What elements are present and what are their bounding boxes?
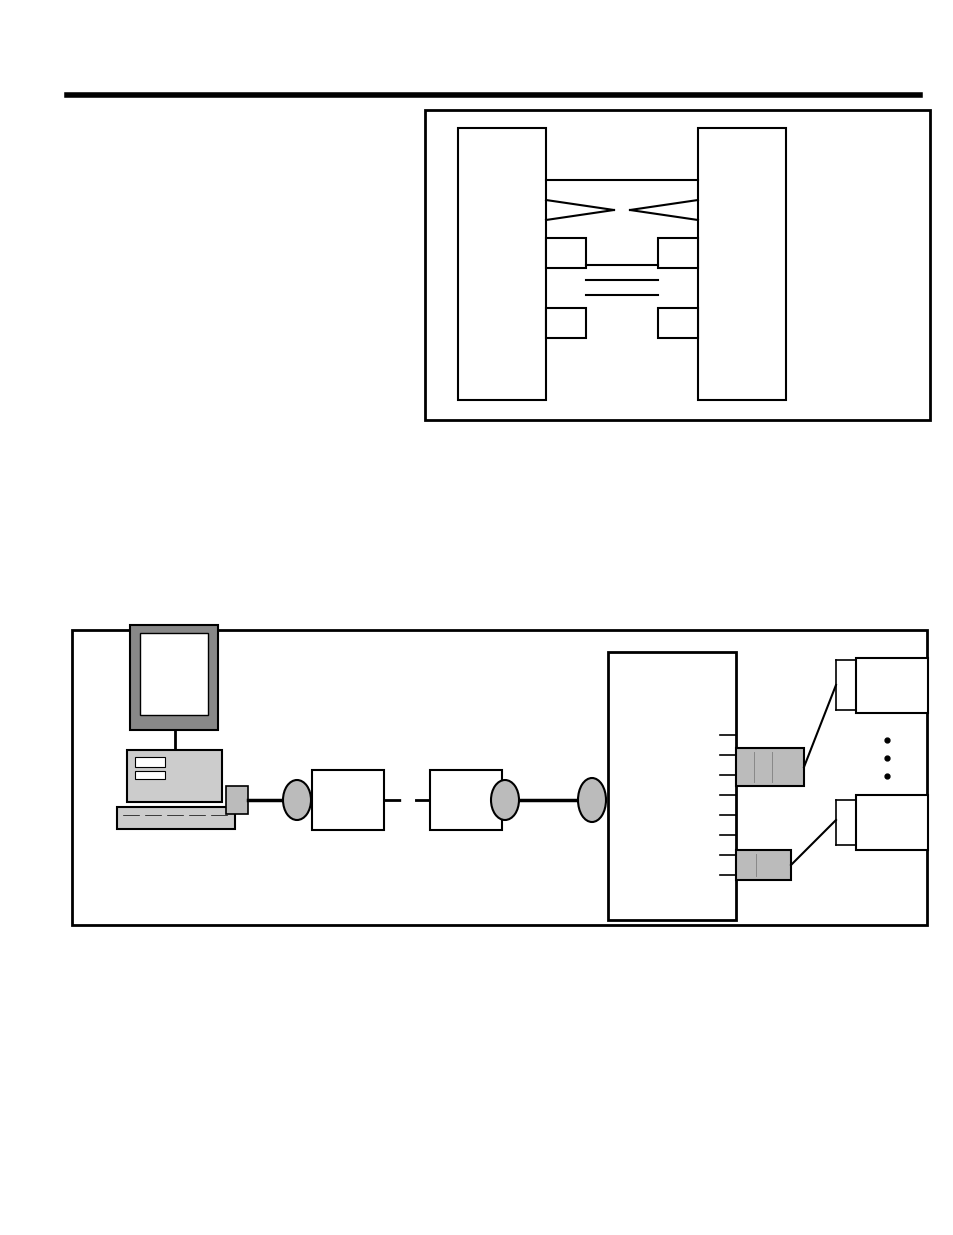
Bar	[71, 630, 926, 925]
Bar	[735, 748, 803, 785]
Bar	[545, 308, 585, 338]
Bar	[135, 771, 165, 779]
Ellipse shape	[283, 781, 311, 820]
Bar	[607, 652, 735, 920]
Circle shape	[191, 757, 199, 764]
Bar	[735, 850, 790, 881]
Bar	[135, 757, 165, 767]
Bar	[312, 769, 384, 830]
Ellipse shape	[491, 781, 518, 820]
Bar	[698, 128, 785, 400]
Bar	[855, 795, 927, 850]
Bar	[117, 806, 234, 829]
Bar	[127, 750, 222, 802]
Bar	[130, 625, 218, 730]
Bar	[140, 634, 208, 715]
Bar	[457, 128, 545, 400]
Bar	[545, 238, 585, 268]
Bar	[424, 110, 929, 420]
Bar	[430, 769, 501, 830]
Bar	[226, 785, 248, 814]
Bar	[658, 308, 698, 338]
Bar	[658, 238, 698, 268]
Bar	[855, 658, 927, 713]
Ellipse shape	[578, 778, 605, 823]
